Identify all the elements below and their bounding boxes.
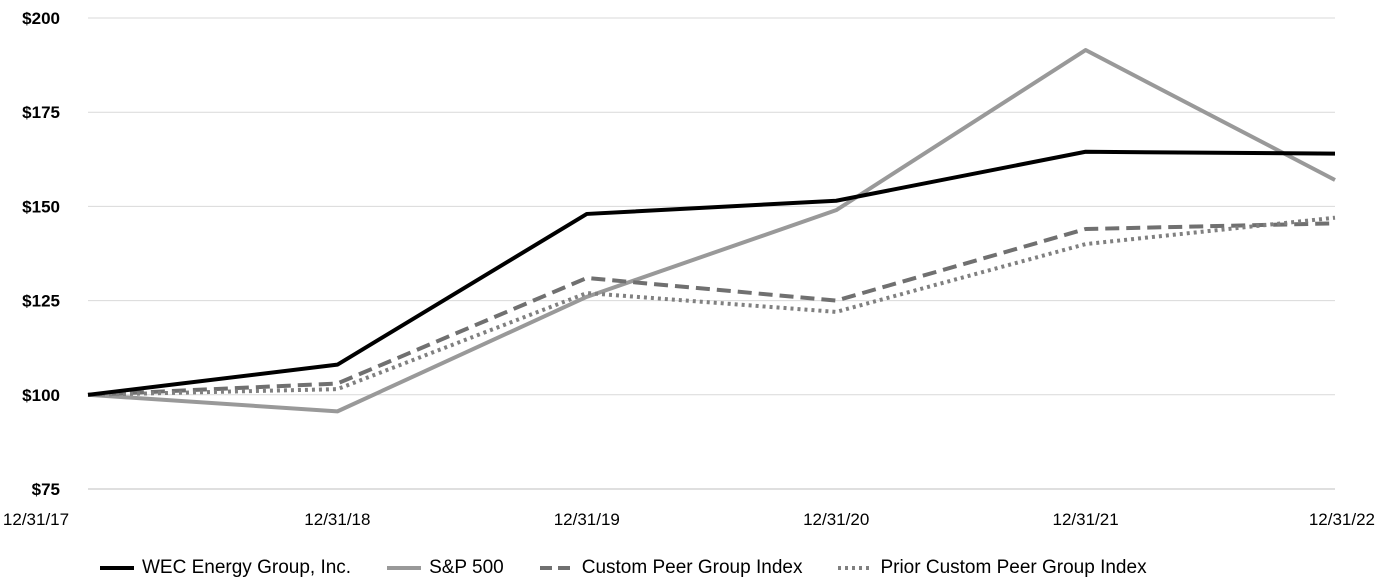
legend-item-sp500: S&P 500 [387, 557, 504, 579]
legend-swatch-custom-peer [539, 566, 574, 570]
legend-swatch-wec [100, 566, 134, 570]
y-axis-ticks: $75 $100 $125 $150 $175 $200 [22, 9, 60, 499]
y-tick-label: $75 [32, 480, 60, 499]
legend-label-wec: WEC Energy Group, Inc. [142, 557, 352, 578]
legend-item-wec: WEC Energy Group, Inc. [100, 557, 351, 579]
legend: WEC Energy Group, Inc. S&P 500 Custom Pe… [100, 556, 1147, 580]
x-tick-label: 12/31/18 [304, 510, 370, 529]
legend-label-sp500: S&P 500 [429, 557, 504, 578]
x-tick-label: 12/31/19 [554, 510, 620, 529]
legend-label-prior-custom-peer: Prior Custom Peer Group Index [880, 557, 1147, 578]
y-tick-label: $100 [22, 386, 60, 405]
series-line-0 [87, 149, 1336, 397]
series-line-3 [87, 215, 1336, 397]
series-line-2 [87, 221, 1336, 397]
x-tick-label: 12/31/22 [1309, 510, 1375, 529]
legend-item-custom-peer: Custom Peer Group Index [539, 557, 803, 579]
legend-swatch-sp500 [387, 566, 422, 570]
x-tick-label: 12/31/17 [3, 510, 69, 529]
y-tick-label: $125 [22, 292, 60, 311]
series-lines [87, 48, 1336, 414]
y-tick-label: $175 [22, 103, 60, 122]
series-line-1 [87, 48, 1336, 414]
x-tick-label: 12/31/20 [803, 510, 869, 529]
line-chart: $75 $100 $125 $150 $175 $200 12/31/17 12/31/18… [3, 9, 1375, 529]
legend-item-prior-custom-peer: Prior Custom Peer Group Index [838, 557, 1147, 579]
legend-label-custom-peer: Custom Peer Group Index [581, 557, 803, 578]
y-tick-label: $150 [22, 197, 60, 216]
legend-swatch-prior-custom-peer [838, 566, 873, 570]
gridlines [88, 17, 1335, 490]
x-axis-ticks: 12/31/17 12/31/18 12/31/19 12/31/20 12/31/21… [3, 510, 1375, 529]
y-tick-label: $200 [22, 9, 60, 28]
x-tick-label: 12/31/21 [1053, 510, 1119, 529]
